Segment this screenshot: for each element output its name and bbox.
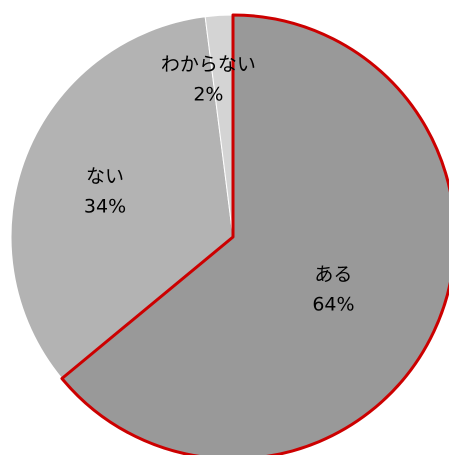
slice-label-1: ある — [314, 263, 352, 285]
pie-slice-2 — [10, 16, 234, 380]
slice-pct-3: 2% — [193, 84, 223, 106]
slice-pct-1: 64% — [312, 293, 354, 315]
pie-slice-1-highlight — [60, 13, 449, 455]
slice-label-2: ない — [86, 165, 124, 187]
highlight-layer — [60, 13, 449, 455]
slices-layer — [10, 14, 449, 455]
labels-layer: ある 64% ない 34% わからない 2% — [84, 54, 355, 316]
slice-label-3: わからない — [161, 54, 256, 76]
slice-pct-2: 34% — [84, 195, 126, 217]
